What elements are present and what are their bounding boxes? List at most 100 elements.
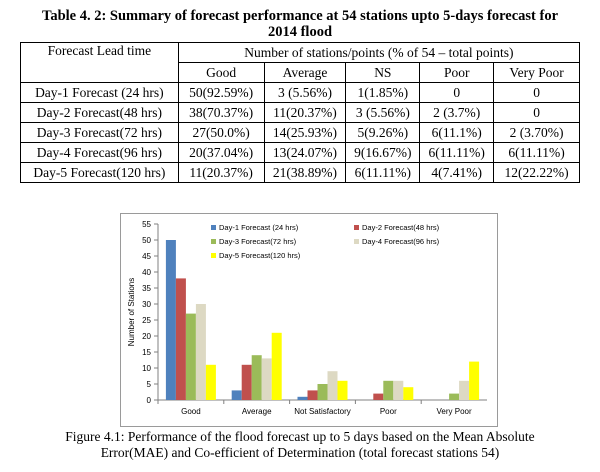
bar: [241, 364, 252, 400]
bar: [175, 278, 186, 400]
header-very-poor: Very Poor: [493, 62, 580, 83]
row-lead: Day-3 Forecast(72 hrs): [20, 122, 179, 143]
bar: [459, 380, 470, 400]
bar: [231, 390, 242, 400]
table-subheader-row: Good Average NS Poor Very Poor: [21, 62, 580, 83]
table-cell: 0: [493, 82, 580, 103]
x-tick-label: Poor: [380, 407, 397, 416]
table-cell: 14(25.93%): [263, 122, 347, 143]
y-tick-label: 55: [142, 220, 151, 229]
table-cell: 20(37.04%): [177, 142, 265, 163]
header-ns: NS: [345, 62, 421, 83]
table-title-line-1: Table 4. 2: Summary of forecast performa…: [41, 8, 559, 24]
table-cell: 3 (5.56%): [345, 102, 421, 123]
x-tick-label: Very Poor: [437, 407, 472, 416]
table-cell: 6(11.1%): [419, 122, 495, 143]
table-row: Day-5 Forecast(120 hrs) 11(20.37%) 21(38…: [20, 162, 580, 183]
table-cell: 0: [493, 102, 580, 123]
table-cell: 38(70.37%): [177, 102, 265, 123]
performance-table: Forecast Lead time Number of stations/po…: [20, 42, 581, 183]
table-cell: 2 (3.70%): [493, 122, 580, 143]
bar: [373, 393, 384, 400]
bar: [251, 355, 262, 400]
legend-label: Day-4 Forecast(96 hrs): [362, 237, 440, 246]
row-lead: Day-4 Forecast(96 hrs): [20, 142, 179, 163]
y-tick-label: 5: [147, 380, 152, 389]
row-lead: Day-2 Forecast(48 hrs): [20, 102, 179, 123]
row-lead: Day-1 Forecast (24 hrs): [20, 82, 179, 103]
x-tick-label: Not Satisfactory: [294, 407, 350, 416]
table-cell: 3 (5.56%): [263, 82, 347, 103]
figure-caption-line-1: Figure 4.1: Performance of the flood for…: [65, 429, 535, 444]
bar: [205, 364, 216, 400]
y-tick-label: 0: [147, 396, 152, 405]
table-cell: 2 (3.7%): [419, 102, 495, 123]
legend-swatch: [211, 253, 216, 258]
y-axis-title: Number of Stations: [127, 278, 136, 346]
bar: [383, 380, 394, 400]
header-average: Average: [263, 62, 347, 83]
table-header-row: Forecast Lead time Number of stations/po…: [20, 42, 581, 83]
legend-swatch: [354, 225, 359, 230]
legend-swatch: [211, 225, 216, 230]
bar: [337, 380, 348, 400]
header-group: Number of stations/points (% of 54 – tot…: [177, 42, 581, 63]
table-cell: 5(9.26%): [345, 122, 421, 143]
legend-label: Day-5 Forecast(120 hrs): [219, 251, 301, 260]
bar: [195, 304, 206, 400]
table-title: Table 4. 2: Summary of forecast performa…: [0, 8, 600, 40]
y-tick-label: 35: [142, 284, 151, 293]
table-cell: 4(7.41%): [419, 162, 495, 183]
table-cell: 6(11.11%): [493, 142, 580, 163]
bar: [261, 358, 272, 400]
table-cell: 50(92.59%): [177, 82, 265, 103]
row-lead: Day-5 Forecast(120 hrs): [20, 162, 179, 183]
y-tick-label: 50: [142, 236, 151, 245]
bar: [165, 240, 176, 400]
header-lead-time: Forecast Lead time: [20, 42, 179, 83]
table-row: Day-4 Forecast(96 hrs) 20(37.04%) 13(24.…: [20, 142, 580, 163]
table-row: Day-1 Forecast (24 hrs) 50(92.59%) 3 (5.…: [20, 82, 580, 103]
table-cell: 13(24.07%): [263, 142, 347, 163]
y-tick-label: 15: [142, 348, 151, 357]
table-cell: 21(38.89%): [263, 162, 347, 183]
bar: [185, 313, 196, 400]
bar-chart: 0 5 10 15 20 25 30 35 40 45 50 55 Number of Stations…: [127, 220, 487, 416]
y-tick-label: 40: [142, 268, 151, 277]
y-tick-label: 30: [142, 300, 151, 309]
legend-swatch: [211, 239, 216, 244]
legend-swatch: [354, 239, 359, 244]
table-cell: 1(1.85%): [345, 82, 421, 103]
header-good: Good: [177, 62, 265, 83]
figure-caption-line-2: Error(MAE) and Co-efficient of Determina…: [100, 445, 500, 460]
table-cell: 6(11.11%): [419, 142, 495, 163]
x-tick-label: Average: [242, 407, 272, 416]
table-cell: 11(20.37%): [177, 162, 265, 183]
x-tick-label: Good: [181, 407, 201, 416]
bar: [469, 361, 480, 400]
bar: [271, 332, 282, 400]
legend-label: Day-1 Forecast (24 hrs): [219, 223, 299, 232]
legend-label: Day-2 Forecast(48 hrs): [362, 223, 440, 232]
y-tick-label: 10: [142, 364, 151, 373]
bar: [449, 393, 460, 400]
chart-panel: 0 5 10 15 20 25 30 35 40 45 50 55 Number of Stations…: [120, 213, 498, 427]
bar: [403, 387, 414, 400]
legend-label: Day-3 Forecast(72 hrs): [219, 237, 297, 246]
table-cell: 6(11.11%): [345, 162, 421, 183]
table-title-line-2: 2014 flood: [267, 24, 333, 40]
bar: [307, 390, 318, 400]
table-row: Day-3 Forecast(72 hrs) 27(50.0%) 14(25.9…: [20, 122, 580, 143]
y-tick-label: 45: [142, 252, 151, 261]
table-cell: 0: [419, 82, 495, 103]
bar: [327, 371, 338, 400]
header-poor: Poor: [419, 62, 495, 83]
y-tick-label: 20: [142, 332, 151, 341]
table-cell: 27(50.0%): [177, 122, 265, 143]
table-row: Day-2 Forecast(48 hrs) 38(70.37%) 11(20.…: [20, 102, 580, 123]
bar: [393, 380, 404, 400]
table-cell: 11(20.37%): [263, 102, 347, 123]
figure-caption: Figure 4.1: Performance of the flood for…: [0, 429, 600, 461]
bar: [317, 384, 328, 400]
y-tick-label: 25: [142, 316, 151, 325]
